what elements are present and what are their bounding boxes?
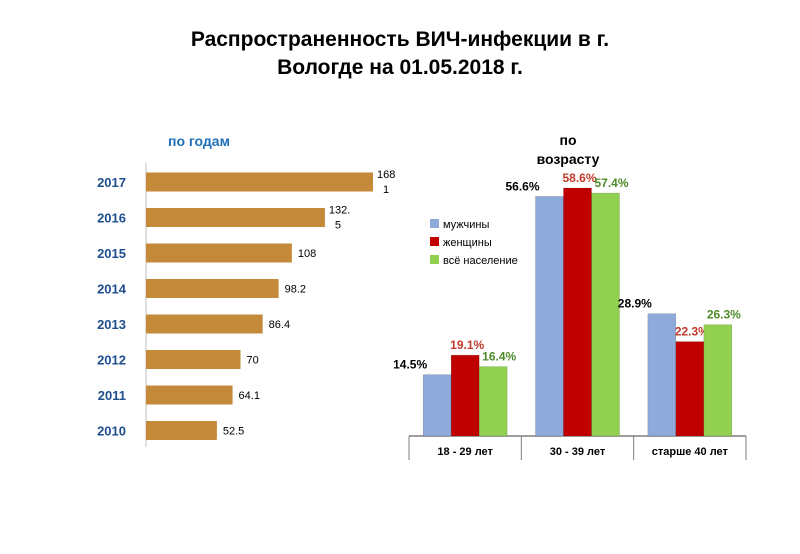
bar-мужчины: [535, 196, 564, 437]
bar-2012: [146, 350, 241, 369]
legend-label-всё население: всё население: [443, 255, 518, 267]
category-label-2014: 2014: [97, 282, 127, 297]
category-label-2017: 2017: [97, 175, 126, 190]
category-label: 30 - 39 лет: [550, 446, 606, 458]
bar-2015: [146, 243, 292, 263]
data-label-женщины: 22.3%: [675, 325, 709, 339]
value-label-2014: 98.2: [285, 284, 306, 296]
bar-всё население: [703, 324, 733, 437]
value-label-2016-line-2: 5: [335, 220, 341, 232]
bar-всё население: [591, 192, 620, 437]
bar-женщины: [450, 354, 480, 437]
right-subtitle-line-1: по: [559, 132, 577, 148]
value-label-2012: 70: [247, 355, 259, 367]
category-label: старше 40 лет: [652, 446, 729, 458]
legend-swatch-мужчины: [430, 219, 439, 228]
title-line-2: Вологде на 01.05.2018 г.: [277, 56, 523, 79]
value-label-2015: 108: [298, 248, 316, 260]
category-label-2011: 2011: [98, 388, 126, 403]
data-label-женщины: 19.1%: [450, 338, 484, 352]
legend-swatch-женщины: [430, 237, 439, 246]
left-chart-subtitle: по годам: [168, 133, 230, 149]
legend-label-женщины: женщины: [443, 237, 492, 249]
page-title: Распространенность ВИЧ-инфекции в г. Вол…: [0, 26, 800, 82]
bar-2013: [146, 314, 263, 334]
data-label-мужчины: 56.6%: [505, 179, 539, 193]
category-label-2013: 2013: [97, 317, 126, 332]
category-label-2015: 2015: [97, 246, 126, 261]
right-chart-subtitle: по возрасту: [520, 131, 616, 169]
bar-2017: [146, 172, 373, 192]
data-label-мужчины: 28.9%: [618, 297, 652, 311]
value-label-2010: 52.5: [223, 426, 244, 438]
bar-2016: [146, 208, 325, 227]
bar-2010: [146, 421, 217, 440]
title-line-1: Распространенность ВИЧ-инфекции в г.: [190, 28, 610, 51]
data-label-всё население: 16.4%: [482, 350, 516, 364]
legend-swatch-всё население: [430, 255, 439, 264]
bar-мужчины: [422, 374, 452, 437]
right-subtitle-line-2: возрасту: [536, 151, 600, 167]
bar-женщины: [675, 341, 705, 437]
bar-женщины: [563, 187, 592, 437]
bar-2011: [146, 385, 233, 405]
value-label-2016-line-1: 132.: [329, 205, 350, 217]
category-label: 18 - 29 лет: [437, 446, 493, 458]
data-label-всё население: 57.4%: [594, 176, 628, 190]
value-label-2011: 64.1: [239, 390, 260, 402]
data-label-мужчины: 14.5%: [393, 358, 427, 372]
bar-2014: [146, 279, 279, 298]
bar-мужчины: [647, 313, 677, 437]
data-label-женщины: 58.6%: [562, 171, 596, 185]
bar-всё население: [478, 366, 508, 437]
data-label-всё население: 26.3%: [707, 308, 741, 322]
category-label-2016: 2016: [97, 211, 126, 226]
value-label-2013: 86.4: [269, 319, 290, 331]
value-label-2017-line-2: 1: [383, 184, 389, 196]
legend-label-мужчины: мужчины: [443, 219, 489, 231]
value-label-2017-line-1: 168: [377, 169, 395, 181]
category-label-2012: 2012: [97, 353, 126, 368]
category-label-2010: 2010: [97, 424, 126, 439]
